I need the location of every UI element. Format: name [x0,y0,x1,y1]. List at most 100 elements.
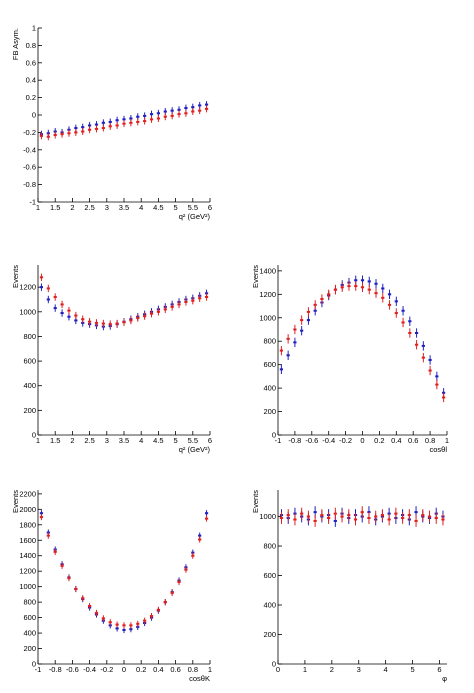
data-point [435,383,439,386]
data-point [387,303,392,306]
y-tick-label: 0 [272,431,276,440]
y-tick-label: 200 [23,644,36,653]
data-point [177,581,181,584]
x-tick-label: 0.6 [170,665,180,674]
x-tick-label: 0 [122,665,126,674]
data-point [46,298,50,301]
y-tick-label: 200 [263,407,276,416]
data-point [293,518,297,521]
data-point [74,319,78,322]
data-point [279,349,283,352]
data-point [353,518,358,521]
data-point [39,516,44,519]
data-point [204,517,209,520]
data-point [414,332,419,334]
data-point [115,119,119,122]
y-tick-label: 400 [23,381,36,390]
y-axis-label: Events [11,265,20,288]
y-tick-label: 200 [23,406,36,415]
y-axis-label: Events [11,490,20,513]
data-point [88,124,92,127]
data-point [387,293,392,296]
data-point [380,514,385,517]
data-point [286,514,290,517]
data-point [156,608,160,611]
y-tick-label: 0 [32,660,36,669]
data-point [204,107,209,110]
y-tick-label: 800 [263,337,276,346]
y-tick-label: 1 [32,24,36,33]
data-point [170,591,174,594]
data-point [39,134,44,137]
data-point [101,127,105,130]
data-point [149,615,154,618]
x-tick-label: 3 [357,665,361,674]
data-point [108,323,112,326]
data-point [177,108,181,111]
data-point [177,113,181,116]
data-point [115,623,119,626]
data-point [313,309,317,312]
y-tick-label: 1400 [259,266,276,275]
data-point [442,396,446,399]
x-tick-label: 6 [208,436,212,445]
x-tick-label: 5 [174,203,178,212]
data-point [306,319,311,322]
x-tick-label: 2 [70,203,74,212]
data-point [340,286,344,289]
data-point [136,115,140,118]
data-point [170,305,174,308]
data-point [204,512,209,515]
data-point [435,375,439,378]
y-tick-label: -0.4 [23,145,36,154]
data-point [129,628,133,631]
data-point [327,293,331,296]
data-point [60,564,64,567]
data-point [441,518,445,521]
data-point [39,512,44,515]
x-tick-label: 0.8 [188,665,198,674]
data-point [408,332,412,334]
data-point [108,621,112,624]
y-axis-label: FB Asym. [11,28,20,60]
y-tick-label: 1000 [19,582,36,591]
data-point [286,354,290,357]
y-axis-label: Events [251,490,260,513]
data-point [101,617,105,620]
data-point [115,322,119,325]
data-point [108,125,112,128]
data-point [198,104,202,107]
data-point [204,296,209,299]
y-tick-label: 400 [23,629,36,638]
data-point [163,115,167,118]
data-point [53,296,57,299]
data-point [108,120,112,123]
x-tick-label: 6 [208,203,212,212]
data-point [136,622,140,625]
data-point [39,276,44,279]
data-point [74,127,78,130]
data-point [53,307,57,310]
x-tick-label: 5.5 [188,436,198,445]
data-point [177,303,181,306]
data-point [374,515,378,518]
data-point [313,519,317,522]
data-point [81,318,85,321]
y-tick-label: 400 [263,601,276,610]
data-point [421,344,425,347]
data-point [156,117,160,120]
data-point [122,628,126,631]
data-point [360,511,364,514]
data-point [67,309,71,312]
data-point [407,514,411,517]
y-tick-label: 0.8 [26,41,36,50]
x-tick-label: 0.4 [391,436,401,445]
data-point [306,310,311,313]
y-tick-label: 1800 [19,520,36,529]
data-point [94,127,99,130]
data-point [326,517,331,520]
data-point [149,118,154,121]
data-point [94,321,99,324]
data-point [74,314,78,317]
x-tick-label: 2.5 [84,436,94,445]
